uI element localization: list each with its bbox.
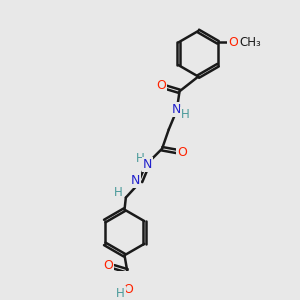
Text: N: N: [172, 103, 181, 116]
Text: N: N: [130, 174, 140, 188]
Text: N: N: [142, 158, 152, 171]
Text: O: O: [124, 283, 134, 296]
Text: H: H: [136, 152, 145, 165]
Text: H: H: [181, 108, 190, 122]
Text: H: H: [116, 287, 125, 300]
Text: O: O: [103, 259, 113, 272]
Text: O: O: [156, 80, 166, 92]
Text: O: O: [228, 36, 238, 49]
Text: CH₃: CH₃: [239, 36, 261, 49]
Text: O: O: [177, 146, 187, 159]
Text: H: H: [114, 186, 123, 199]
